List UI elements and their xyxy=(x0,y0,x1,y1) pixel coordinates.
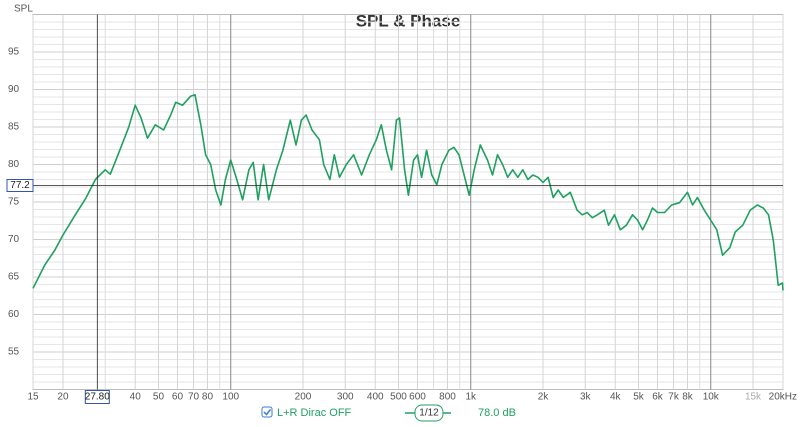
x-tick-label: 5k xyxy=(633,392,645,403)
x-tick-label: 70 xyxy=(188,392,200,403)
y-tick-label: 80 xyxy=(8,159,20,170)
smoothing-button[interactable] xyxy=(414,404,444,422)
offset-label: 78.0 dB xyxy=(478,407,516,419)
x-tick-label: 10k xyxy=(703,392,720,403)
x-tick-label: 15 xyxy=(27,392,39,403)
x-tick-label: 80 xyxy=(202,392,214,403)
x-tick-label: 400 xyxy=(367,392,384,403)
x-tick-label: 600 xyxy=(409,392,426,403)
x-tick-label: 200 xyxy=(295,392,312,403)
legend-entry[interactable]: L+R Dirac OFF xyxy=(277,407,352,419)
x-tick-label: 15k xyxy=(745,392,762,403)
x-tick-label: 7k xyxy=(668,392,680,403)
spl-line xyxy=(32,94,784,291)
y-tick-label: 90 xyxy=(8,84,20,95)
legend: L+R Dirac OFF 1/12 78.0 dB xyxy=(261,404,516,422)
x-tick-label: 100 xyxy=(222,392,239,403)
plot: 77.2 27.80 xyxy=(6,14,784,404)
x-tick-label: 2k xyxy=(538,392,550,403)
x-tick-label: 60 xyxy=(172,392,184,403)
chart-title: SPL & Phase xyxy=(356,11,461,30)
x-tick-label: 3k xyxy=(580,392,592,403)
smoothing-label: 1/12 xyxy=(419,408,439,419)
x-tick-label: 40 xyxy=(130,392,142,403)
cursor-y-label: 77.2 xyxy=(10,180,30,191)
x-tick-label: 50 xyxy=(153,392,165,403)
y-tick-label: 60 xyxy=(8,309,20,320)
check-mark xyxy=(263,409,272,416)
checkbox[interactable] xyxy=(261,406,273,418)
x-tick-label: 800 xyxy=(439,392,456,403)
x-tick-label: 1k xyxy=(465,392,477,403)
x-tick-label: 4k xyxy=(610,392,622,403)
y-tick-label: 65 xyxy=(8,272,20,283)
cursor-x-box xyxy=(84,390,110,404)
x-tick-label: 500 xyxy=(390,392,407,403)
x-tick-label: 20kHz xyxy=(769,392,797,403)
y-tick-label: 95 xyxy=(8,47,20,58)
y-axis-label: SPL xyxy=(14,4,33,15)
cursor-x-label: 27.80 xyxy=(85,392,110,403)
y-tick-label: 55 xyxy=(8,347,20,358)
y-tick-label: 85 xyxy=(8,122,20,133)
y-tick-label: 70 xyxy=(8,234,20,245)
x-tick-label: 6k xyxy=(652,392,664,403)
x-tick-label: 20 xyxy=(57,392,69,403)
y-tick-label: 75 xyxy=(8,197,20,208)
x-tick-label: 300 xyxy=(337,392,354,403)
cursor-y-box xyxy=(6,179,34,192)
x-tick-label: 8k xyxy=(682,392,694,403)
